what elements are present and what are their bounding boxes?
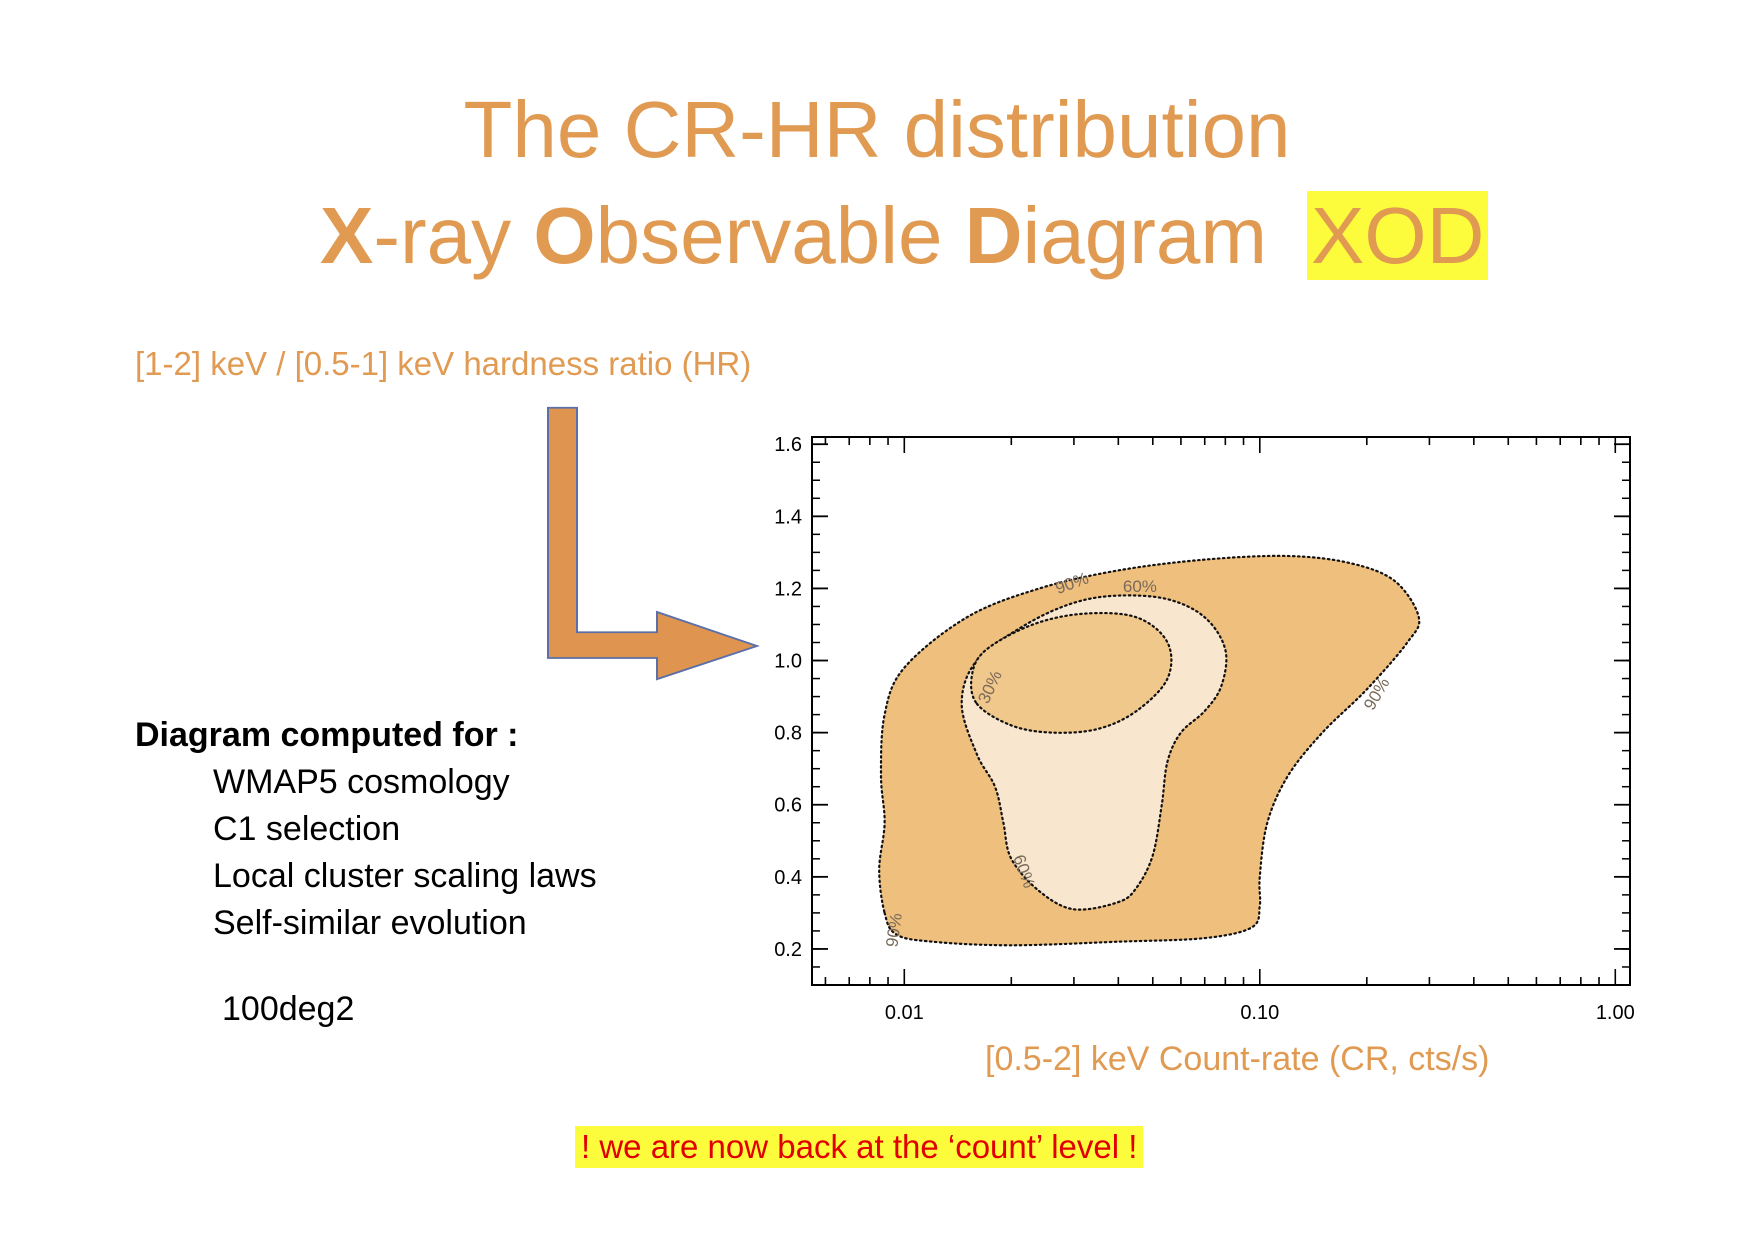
slide-title-line1: The CR-HR distribution (463, 85, 1291, 174)
title-bold-letter: O (533, 191, 596, 280)
computation-info: Diagram computed for : WMAP5 cosmology C1… (135, 712, 597, 947)
contour-30-pct (970, 611, 1173, 734)
title-word-rest: -ray (373, 191, 534, 280)
bent-arrow-icon (547, 406, 760, 681)
slide-title-line2: X-ray Observable Diagram XOD (320, 188, 1489, 284)
xod-contour-chart: 90%90%90%60%60%30%0.20.40.60.81.01.21.41… (774, 434, 1635, 1024)
y-tick-label: 0.8 (774, 723, 802, 745)
y-tick-label: 0.2 (774, 939, 802, 961)
y-tick-label: 1.6 (774, 434, 802, 456)
title-word-rest: iagram (1022, 191, 1268, 280)
x-tick-label: 0.10 (1240, 1002, 1279, 1024)
info-item: Local cluster scaling laws (213, 857, 597, 895)
y-axis-description: [1-2] keV / [0.5-1] keV hardness ratio (… (135, 345, 752, 382)
title-bold-letter: X (320, 191, 374, 280)
info-item: WMAP5 cosmology (213, 763, 510, 801)
info-item: Self-similar evolution (213, 904, 527, 942)
acronym-highlight: XOD (1307, 191, 1489, 280)
x-tick-label: 0.01 (885, 1002, 924, 1024)
x-tick-label: 1.00 (1596, 1002, 1635, 1024)
y-tick-label: 0.4 (774, 867, 802, 889)
info-list: WMAP5 cosmology C1 selection Local cluster… (135, 759, 597, 947)
y-tick-label: 1.4 (774, 506, 802, 528)
highlight-note: ! we are now back at the ‘count’ level ! (575, 1126, 1144, 1168)
y-tick-label: 1.0 (774, 651, 802, 673)
contour-label: 90% (882, 912, 906, 948)
title-bold-letter: D (964, 191, 1023, 280)
title-words: X-ray Observable Diagram (320, 191, 1267, 280)
x-axis-label: [0.5-2] keV Count-rate (CR, cts/s) (985, 1040, 1490, 1078)
y-tick-label: 1.2 (774, 578, 802, 600)
survey-area: 100deg2 (222, 990, 355, 1028)
title-word-rest: bservable (595, 191, 965, 280)
contour-label: 60% (1123, 577, 1157, 596)
plot-frame (811, 436, 1631, 986)
info-heading: Diagram computed for : (135, 716, 519, 754)
y-tick-label: 0.6 (774, 795, 802, 817)
info-item: C1 selection (213, 810, 401, 848)
